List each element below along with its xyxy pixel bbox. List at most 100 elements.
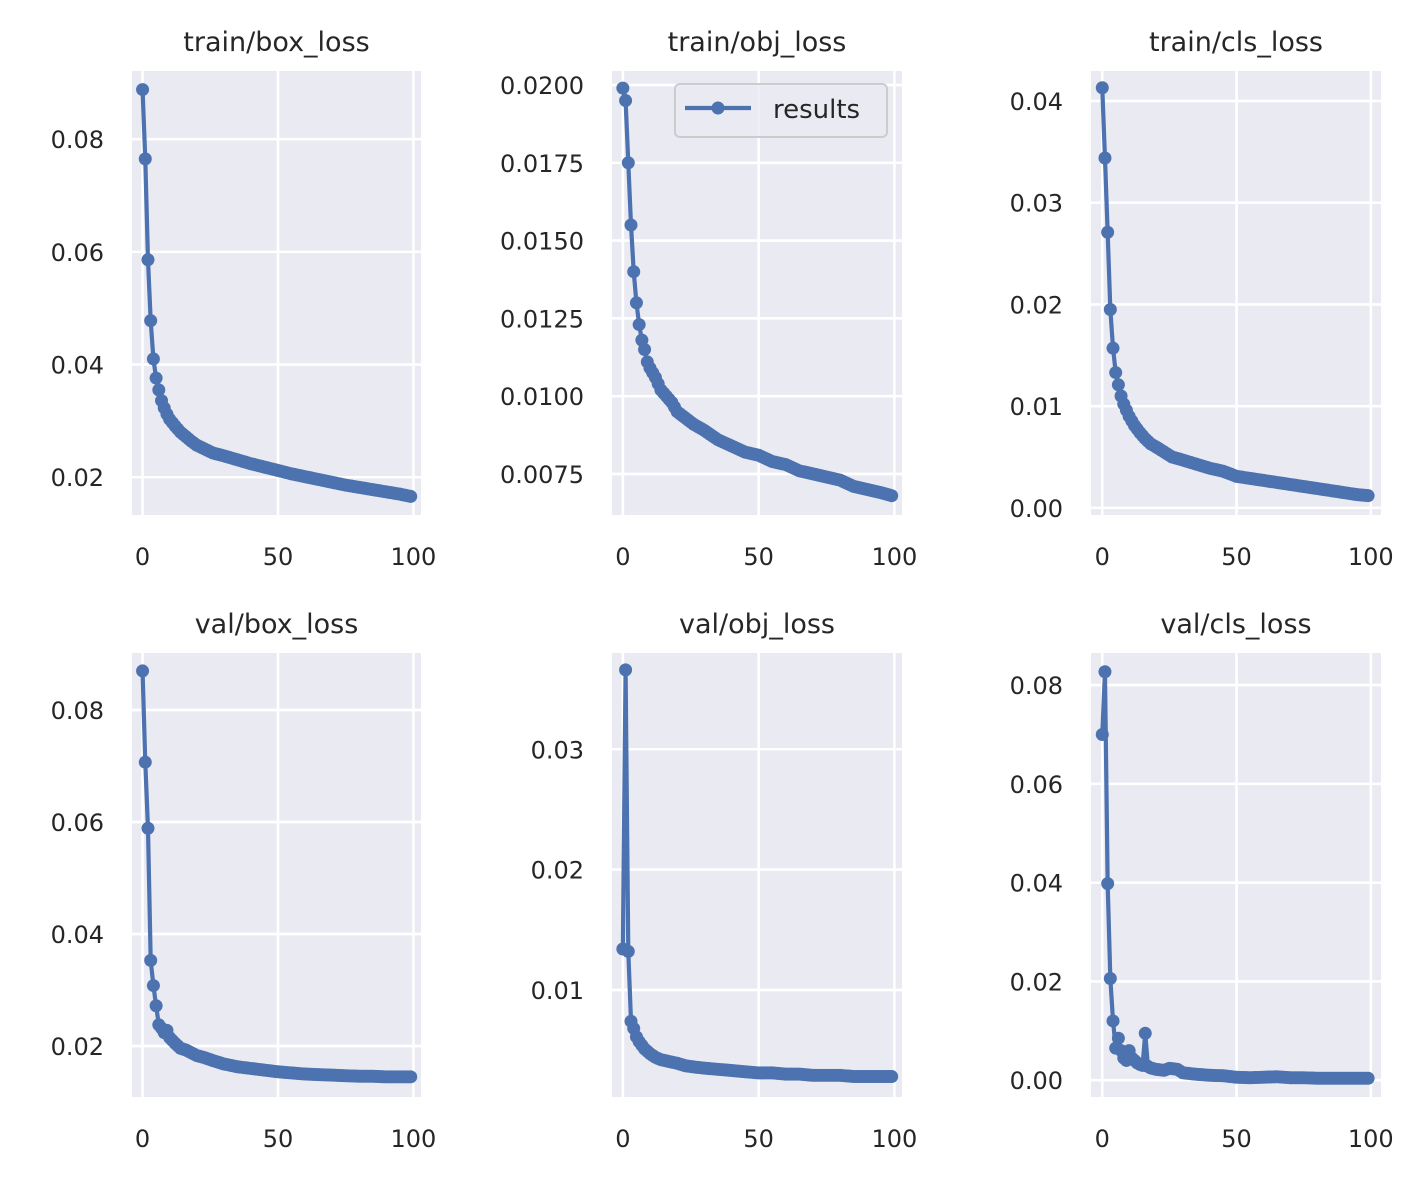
y-tick-label: 0.02 [51, 1033, 104, 1061]
y-tick-label: 0.0100 [500, 383, 584, 411]
data-point [146, 979, 160, 993]
x-tick-label: 50 [1221, 1125, 1252, 1153]
subplot-title: train/cls_loss [1149, 27, 1323, 58]
y-tick-label: 0.06 [51, 239, 104, 267]
y-tick-label: 0.04 [51, 352, 104, 380]
data-point [621, 156, 635, 170]
data-point [885, 1070, 899, 1084]
y-tick-label: 0.04 [1010, 870, 1063, 898]
y-tick-label: 0.08 [51, 697, 104, 725]
x-tick-label: 100 [1348, 1125, 1394, 1153]
x-tick-label: 0 [1095, 543, 1110, 571]
data-point [1111, 1031, 1125, 1045]
legend-label: results [773, 95, 860, 125]
x-tick-label: 100 [871, 543, 917, 571]
data-point [638, 342, 652, 356]
data-point [621, 944, 635, 958]
data-point [138, 755, 152, 769]
plot-area [612, 71, 902, 515]
y-tick-label: 0.02 [531, 857, 584, 885]
plot-area [132, 71, 421, 515]
x-tick-label: 50 [263, 1125, 294, 1153]
data-point [146, 352, 160, 366]
data-point [136, 83, 150, 97]
y-tick-label: 0.04 [51, 921, 104, 949]
y-tick-label: 0.06 [1010, 771, 1063, 799]
x-tick-label: 100 [391, 543, 437, 571]
legend: results [674, 83, 888, 138]
data-point [616, 81, 630, 95]
x-tick-label: 50 [1221, 543, 1252, 571]
data-point [1095, 727, 1109, 741]
data-point [1106, 1014, 1120, 1028]
y-tick-label: 0.03 [531, 736, 584, 764]
y-tick-label: 0.08 [1010, 672, 1063, 700]
data-point [619, 663, 633, 677]
x-tick-label: 50 [263, 543, 294, 571]
subplot-title: val/obj_loss [679, 609, 835, 640]
data-point [1101, 225, 1115, 239]
subplot-title: train/obj_loss [668, 27, 847, 58]
x-tick-label: 0 [135, 543, 150, 571]
plot-area [132, 653, 421, 1097]
y-tick-label: 0.04 [1010, 88, 1063, 116]
subplot-title: val/box_loss [195, 609, 359, 640]
data-point [1103, 971, 1117, 985]
data-point [149, 999, 163, 1013]
data-point [1361, 1071, 1375, 1085]
data-point [1098, 151, 1112, 165]
data-point [1101, 877, 1115, 891]
x-tick-label: 0 [615, 543, 630, 571]
data-point [144, 314, 158, 328]
data-point [1098, 665, 1112, 679]
data-point [1111, 378, 1125, 392]
data-point [885, 489, 899, 503]
data-point [627, 265, 641, 279]
y-tick-label: 0.02 [1010, 968, 1063, 996]
y-tick-label: 0.00 [1010, 1067, 1063, 1095]
subplot-val-cls-loss: 0 50 100 0.00 0.02 0.04 0.06 0.08 val/cls_loss [1010, 609, 1394, 1153]
data-point [624, 218, 638, 232]
y-tick-label: 0.0175 [500, 150, 584, 178]
data-point [144, 953, 158, 967]
data-point [1103, 303, 1117, 317]
x-tick-label: 100 [1348, 543, 1394, 571]
data-point [138, 152, 152, 166]
y-tick-label: 0.01 [1010, 393, 1063, 421]
y-tick-label: 0.0150 [500, 228, 584, 256]
subplot-title: train/box_loss [183, 27, 369, 58]
x-tick-label: 0 [1095, 1125, 1110, 1153]
data-point [1361, 489, 1375, 503]
y-tick-label: 0.06 [51, 809, 104, 837]
data-point [141, 821, 155, 835]
y-tick-label: 0.01 [531, 977, 584, 1005]
y-tick-label: 0.02 [51, 464, 104, 492]
x-tick-label: 0 [135, 1125, 150, 1153]
subplot-title: val/cls_loss [1160, 609, 1311, 640]
subplot-train-obj-loss: 0 50 100 0.0075 0.0100 0.0125 0.0150 0.0175 0.02… [500, 27, 917, 571]
subplot-val-obj-loss: 0 50 100 0.01 0.02 0.03 val/obj_loss [531, 609, 918, 1153]
subplot-train-cls-loss: 0 50 100 0.00 0.01 0.02 0.03 0.04 train/cls_loss [1010, 27, 1394, 571]
data-point [152, 383, 166, 397]
data-point [141, 253, 155, 267]
legend-box [674, 83, 888, 138]
y-tick-label: 0.0075 [500, 461, 584, 489]
data-point [629, 296, 643, 310]
y-tick-label: 0.03 [1010, 190, 1063, 218]
y-tick-label: 0.08 [51, 126, 104, 154]
x-tick-label: 0 [615, 1125, 630, 1153]
y-tick-label: 0.00 [1010, 495, 1063, 523]
data-point [1109, 366, 1123, 380]
data-point [1138, 1026, 1152, 1040]
subplot-val-box-loss: 0 50 100 0.02 0.04 0.06 0.08 val/box_loss [51, 609, 437, 1153]
legend-marker-icon [711, 101, 725, 115]
y-tick-label: 0.0200 [500, 72, 584, 100]
data-point [404, 1070, 418, 1084]
data-point [149, 371, 163, 385]
plot-area [612, 653, 902, 1097]
y-tick-label: 0.0125 [500, 305, 584, 333]
x-tick-label: 50 [743, 543, 774, 571]
y-tick-label: 0.02 [1010, 291, 1063, 319]
data-point [1095, 81, 1109, 95]
